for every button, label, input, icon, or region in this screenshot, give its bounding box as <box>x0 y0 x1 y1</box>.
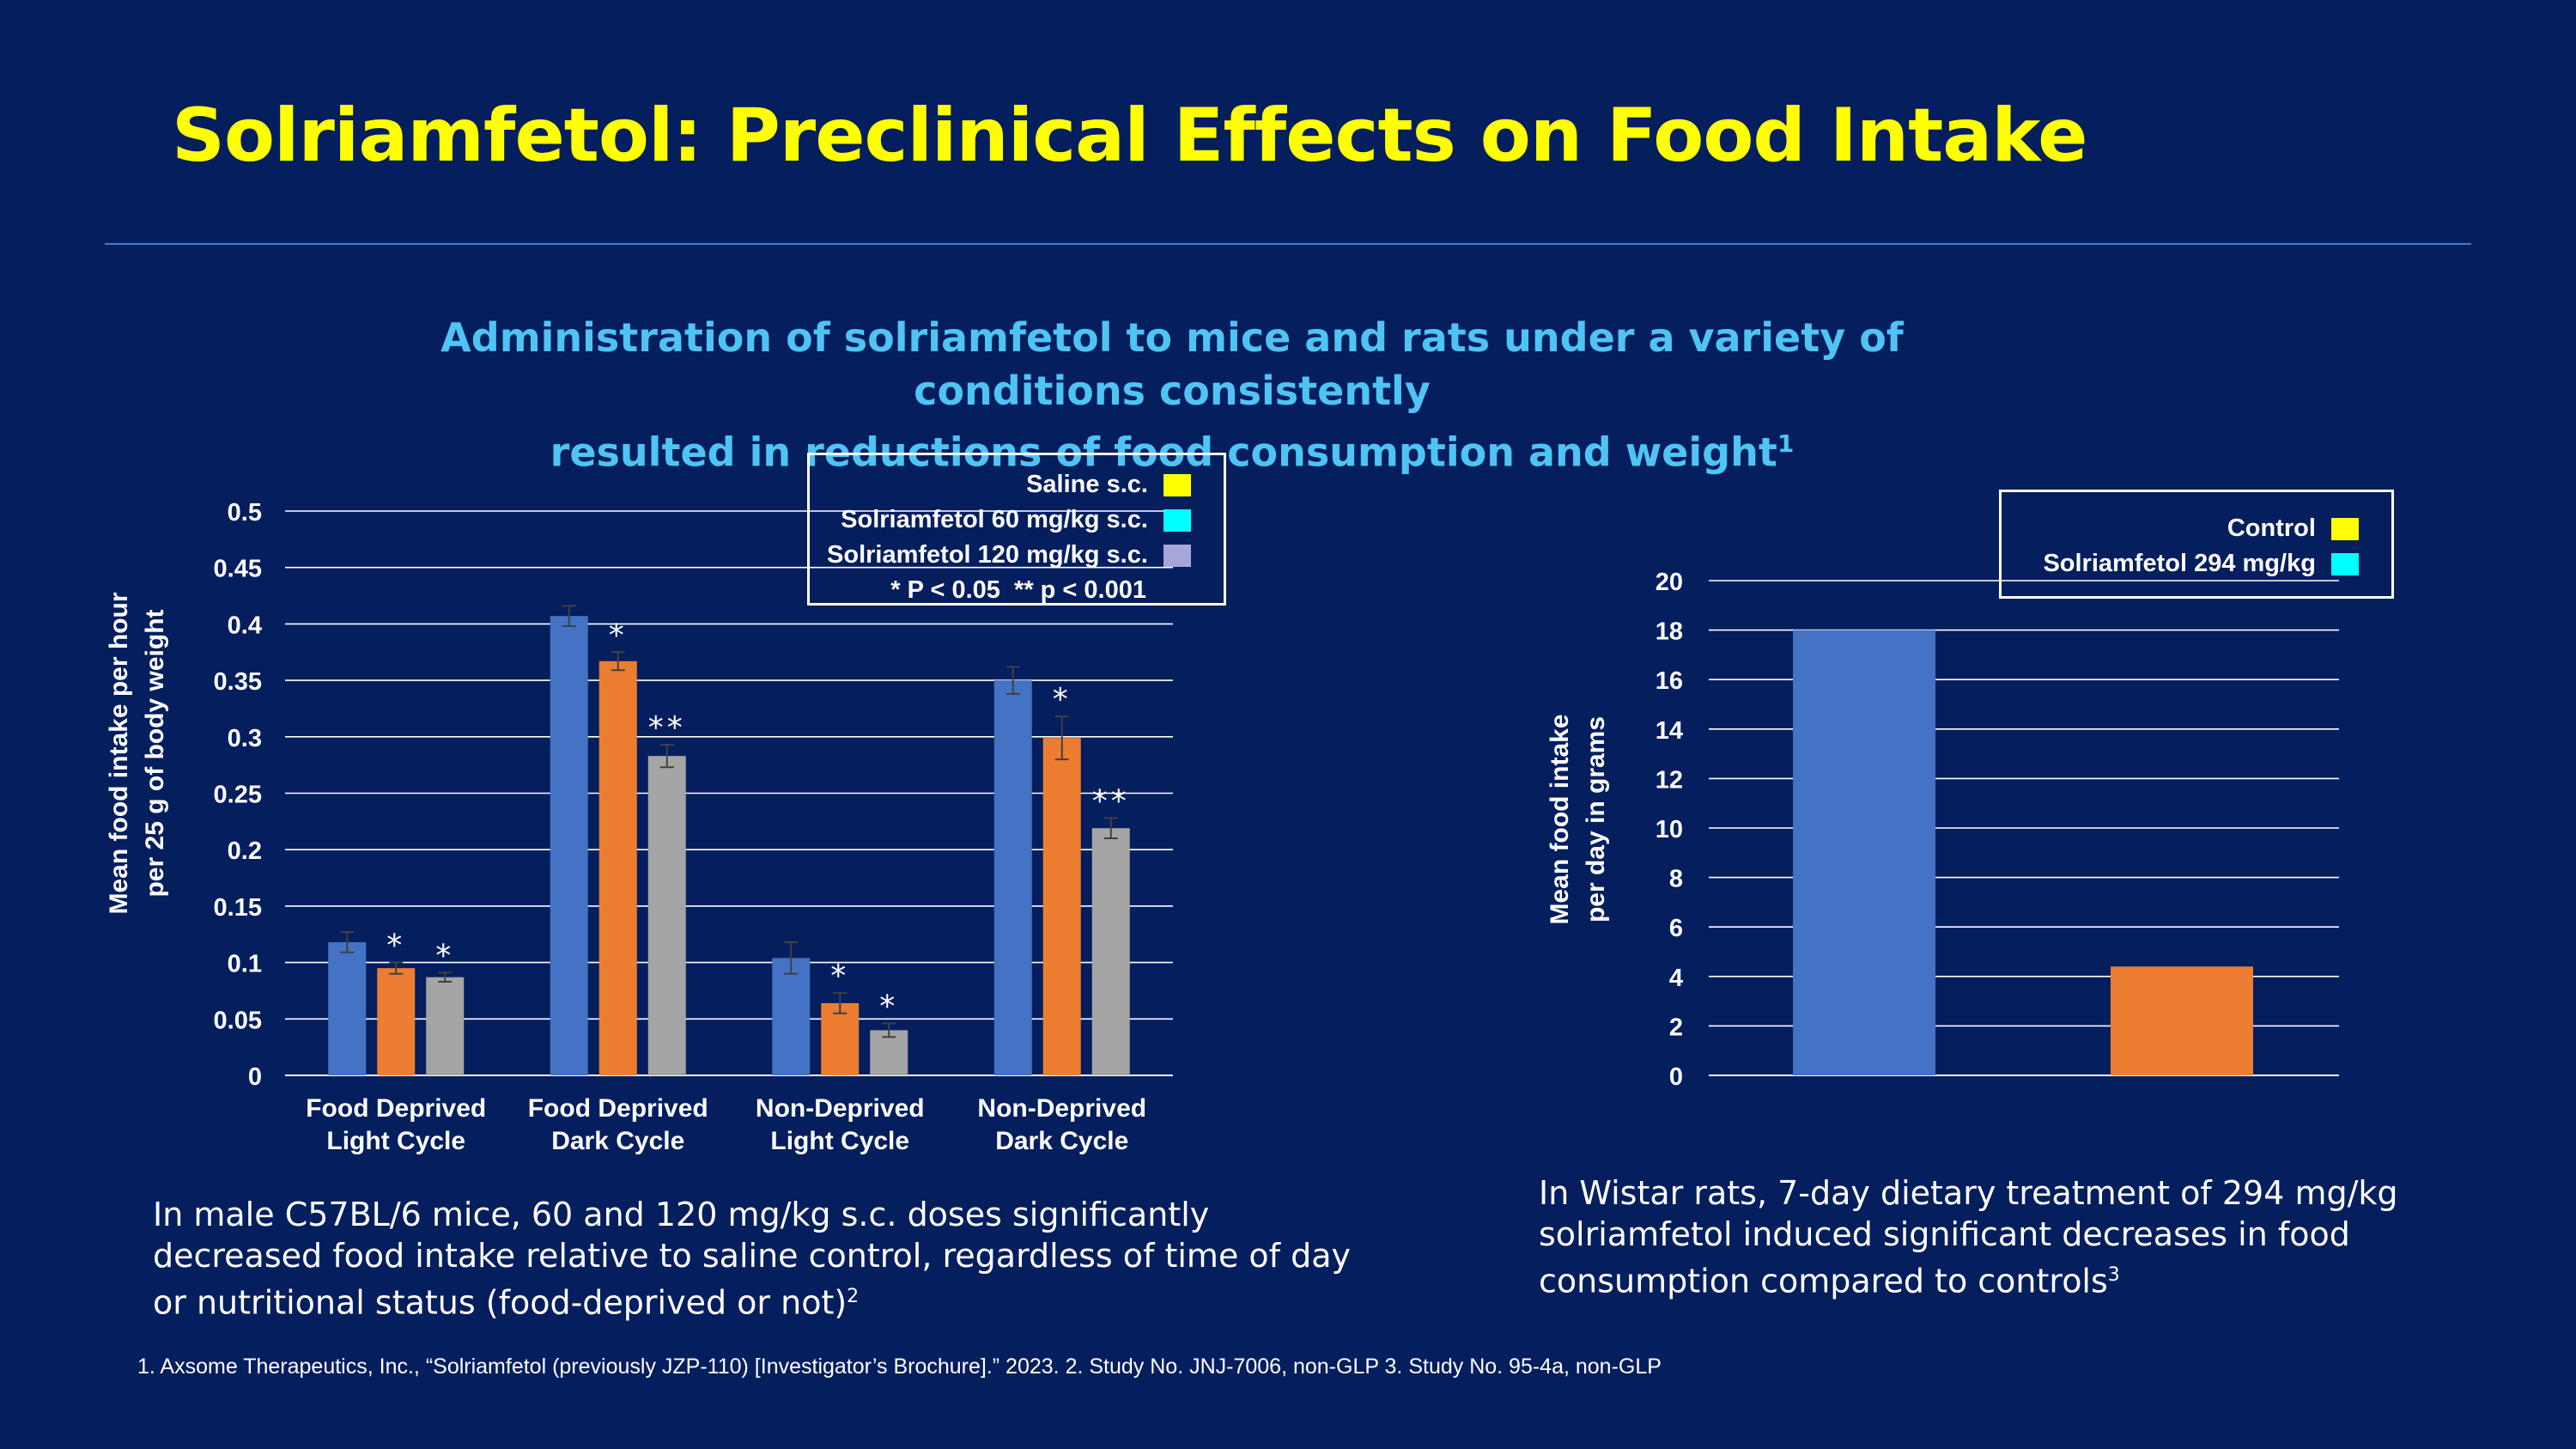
bar <box>2111 966 2253 1075</box>
y-tick-label: 18 <box>1656 618 1683 646</box>
x-tick-label: Dark Cycle <box>551 1127 684 1155</box>
bar <box>1091 828 1130 1075</box>
bar <box>377 968 416 1075</box>
y-tick-label: 16 <box>1656 667 1683 695</box>
bar <box>426 977 465 1075</box>
bar <box>550 616 588 1075</box>
legend-item-saline: Saline s.c. <box>827 467 1191 502</box>
y-tick-label: 14 <box>1656 717 1683 745</box>
y-tick-label: 0.05 <box>214 1007 262 1034</box>
title-divider <box>105 243 2471 245</box>
x-tick-label: Dark Cycle <box>995 1127 1128 1155</box>
y-tick-label: 0.15 <box>214 894 262 922</box>
legend-significance-note: * P < 0.05 ** p < 0.001 <box>890 576 1146 604</box>
bar <box>328 941 367 1075</box>
y-tick-label: 0.35 <box>214 668 262 696</box>
legend-swatch-sol120 <box>1163 545 1191 568</box>
y-tick-label: 0 <box>1669 1063 1683 1091</box>
legend-swatch-sol294 <box>2331 553 2359 576</box>
legend-rats: Control Solriamfetol 294 mg/kg <box>1999 490 2394 599</box>
y-tick-label: 0.4 <box>228 612 262 639</box>
caption-rats: In Wistar rats, 7-day dietary treatment … <box>1539 1174 2398 1300</box>
y-tick-label: 6 <box>1669 915 1683 942</box>
legend-item-sol294: Solriamfetol 294 mg/kg <box>2043 546 2359 581</box>
y-tick-label: 12 <box>1656 766 1683 794</box>
caption-mice: In male C57BL/6 mice, 60 and 120 mg/kg s… <box>153 1196 1351 1322</box>
bar <box>1793 630 1935 1075</box>
significance-marker: * <box>435 938 454 973</box>
y-axis-label-line1: Mean food intake <box>1546 714 1574 924</box>
legend-item-control: Control <box>2043 511 2359 546</box>
y-axis-label-line2: per 25 g of body weight <box>141 609 169 897</box>
subtitle: Administration of solriamfetol to mice a… <box>343 311 2001 478</box>
y-tick-label: 0.2 <box>228 837 262 865</box>
x-tick-label: Light Cycle <box>770 1127 909 1155</box>
significance-marker: * <box>830 959 849 994</box>
bar <box>993 680 1032 1075</box>
x-tick-label: Non-Deprived <box>756 1094 925 1123</box>
y-axis-label-line2: per day in grams <box>1582 716 1610 922</box>
y-tick-label: 2 <box>1669 1014 1683 1041</box>
x-tick-label: Light Cycle <box>326 1127 465 1155</box>
x-tick-label: Food Deprived <box>306 1094 486 1123</box>
bar <box>598 661 637 1075</box>
page-title: Solriamfetol: Preclinical Effects on Foo… <box>172 93 2088 179</box>
significance-marker: * <box>879 989 898 1025</box>
bar <box>772 958 811 1075</box>
legend-swatch-saline <box>1163 474 1191 497</box>
legend-mice: Saline s.c. Solriamfetol 60 mg/kg s.c. S… <box>807 453 1226 606</box>
bar <box>1042 738 1081 1075</box>
legend-swatch-sol60 <box>1163 509 1191 533</box>
y-tick-label: 0.25 <box>214 782 262 809</box>
y-tick-label: 0.5 <box>228 499 262 527</box>
legend-item-sol120: Solriamfetol 120 mg/kg s.c. <box>827 538 1191 573</box>
bar <box>647 756 686 1075</box>
significance-marker: ** <box>1092 783 1130 819</box>
legend-swatch-control <box>2331 518 2359 541</box>
significance-marker: * <box>609 618 628 653</box>
subtitle-footnote-ref: 1 <box>1777 429 1795 458</box>
subtitle-line1: Administration of solriamfetol to mice a… <box>440 314 1904 414</box>
x-tick-label: Non-Deprived <box>977 1094 1146 1123</box>
y-tick-label: 0.3 <box>228 725 262 752</box>
y-tick-label: 0.1 <box>228 951 262 978</box>
footnote-references: 1. Axsome Therapeutics, Inc., “Solriamfe… <box>137 1355 1662 1379</box>
legend-item-sol60: Solriamfetol 60 mg/kg s.c. <box>827 502 1191 538</box>
significance-marker: ** <box>648 710 686 746</box>
significance-marker: * <box>386 928 405 964</box>
y-tick-label: 0.45 <box>214 556 262 583</box>
y-tick-label: 4 <box>1669 965 1683 992</box>
y-tick-label: 0 <box>248 1063 262 1091</box>
bar <box>821 1002 860 1075</box>
caption-rats-ref: 3 <box>2107 1264 2120 1286</box>
y-tick-label: 10 <box>1656 816 1683 843</box>
y-tick-label: 20 <box>1656 569 1683 596</box>
caption-mice-ref: 2 <box>847 1286 860 1307</box>
significance-marker: * <box>1053 682 1072 717</box>
y-axis-label-line1: Mean food intake per hour <box>105 592 133 914</box>
y-tick-label: 8 <box>1669 866 1683 893</box>
subtitle-line2: resulted in reductions of food consumpti… <box>550 429 1777 476</box>
x-tick-label: Food Deprived <box>528 1094 708 1123</box>
